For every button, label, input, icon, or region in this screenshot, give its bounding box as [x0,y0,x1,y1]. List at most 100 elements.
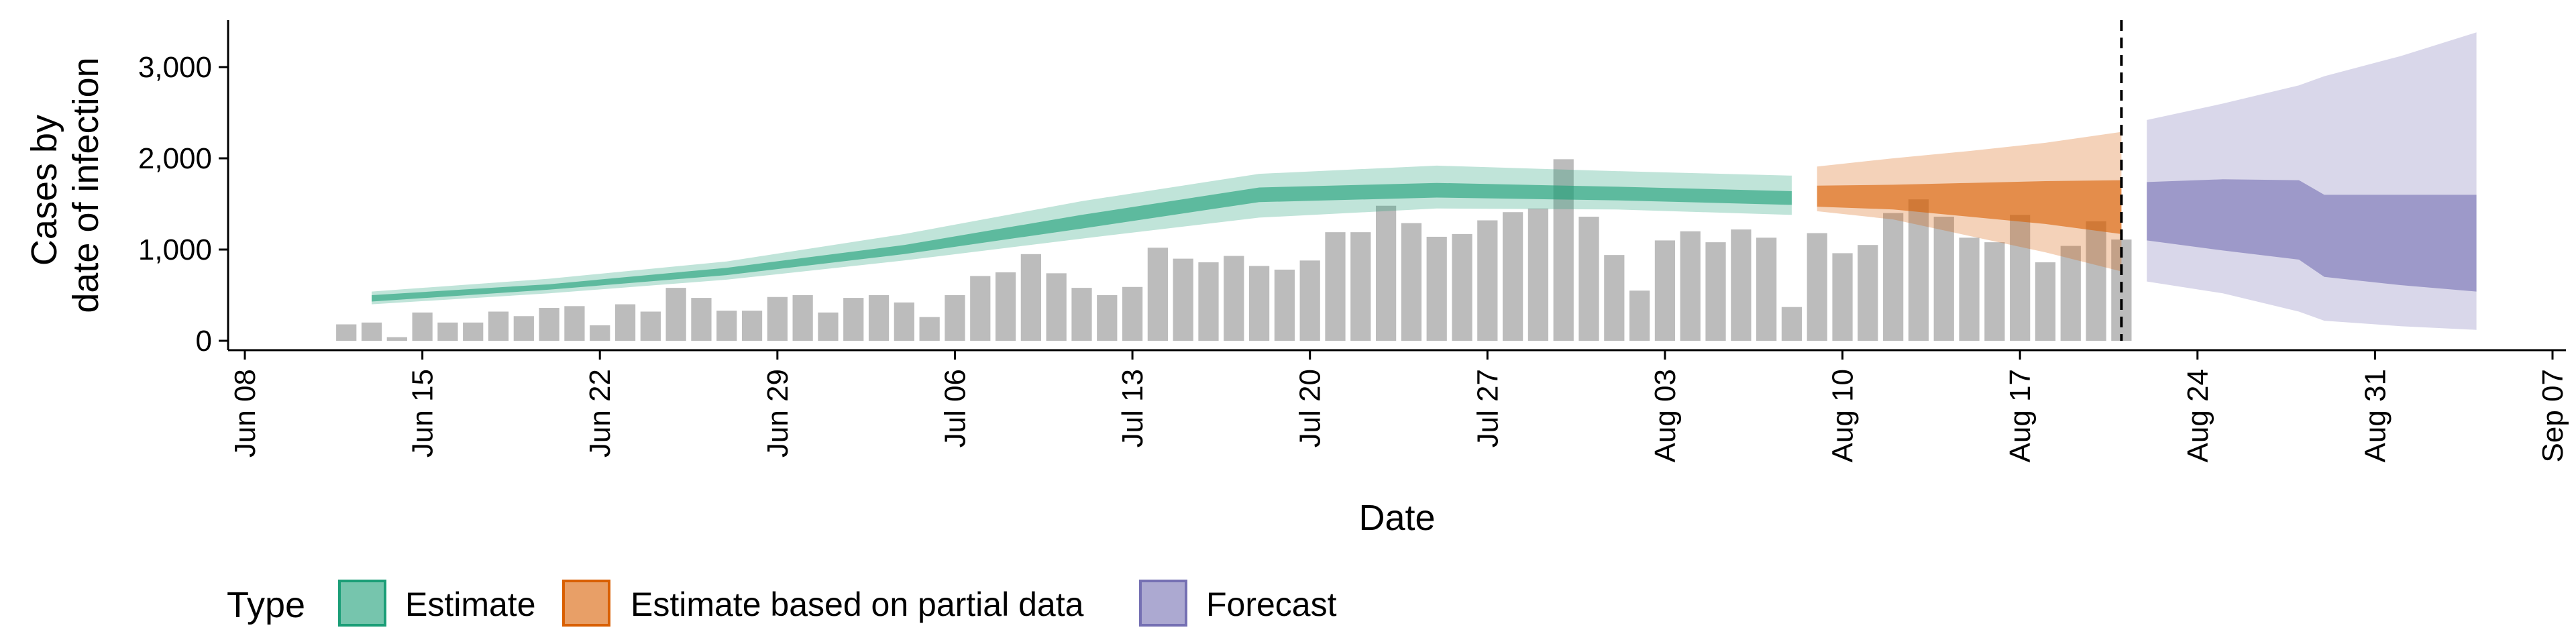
data-bar [1654,240,1676,341]
data-bar [868,295,890,341]
data-bar [1173,258,1193,341]
data-bar [590,325,610,341]
data-bar [691,298,712,341]
data-bar [412,312,433,341]
x-tick-label: Jun 22 [584,369,616,458]
y-tick-label: 1,000 [138,233,212,266]
data-bar [513,316,534,341]
data-bar [945,295,965,341]
y-axis-title-line-1: Cases by [24,115,64,266]
legend-label-forecast: Forecast [1206,586,1337,623]
data-bar [1959,237,1980,341]
legend-items: Estimate Estimate based on partial data Fo… [338,580,1337,627]
data-bar [1375,205,1397,341]
data-bar [2060,246,2081,341]
data-bar [1477,220,1498,341]
legend-key-forecast [1139,580,1187,627]
data-bar [1858,245,1878,341]
data-bar [665,288,686,341]
y-axis-title: Cases by date of infection [24,57,106,313]
data-bar [1984,242,2005,341]
x-tick-label: Aug 10 [1827,369,1860,462]
data-bar [1071,288,1092,341]
data-bar [919,317,940,341]
data-bar [336,324,357,341]
data-bar [1248,266,1270,341]
data-bar [1274,269,1295,341]
x-tick-label: Jul 13 [1116,369,1149,447]
x-tick-label: Jun 08 [229,369,262,458]
data-bar [1756,237,1777,341]
data-bar [2035,262,2056,341]
data-bar [2086,221,2106,341]
estimate-50-band [372,182,1792,302]
data-bar [843,298,864,341]
data-bar [1502,212,1523,341]
x-tick-label: Sep 07 [2536,369,2569,462]
ribbons-layer [372,32,2477,330]
data-bar [539,308,559,341]
data-bar [1680,231,1701,341]
data-bar [1046,273,1067,341]
x-tick-label: Jun 29 [761,369,794,458]
x-axis-ticks: Jun 08 Jun 15 Jun 22 Jun 29 Jul 06 Jul 13 Jul … [229,350,2569,462]
data-bar [1883,213,1904,341]
data-bar [1122,286,1143,341]
data-bar [995,272,1016,341]
data-bar [1325,232,1346,341]
data-bar [1452,233,1472,341]
x-axis-title: Date [1358,498,1435,538]
data-bar [1527,208,1549,341]
x-tick-label: Jun 15 [407,369,439,458]
data-bar [564,306,585,341]
data-bar [1578,217,1599,341]
data-bar [1731,229,1752,341]
data-bar [2010,215,2031,341]
legend-key-estimate [338,580,386,627]
data-bar [361,322,382,341]
data-bar [716,311,737,341]
data-bar [741,311,763,341]
data-bar [1401,223,1422,341]
data-bar [894,302,914,341]
data-bar [1908,199,1929,341]
axes: 0 1,000 2,000 3,000 Jun 08 Jun 15 Jun 22 Jun 2… [138,20,2569,462]
data-bar [818,312,839,341]
x-tick-label: Jul 06 [938,369,971,447]
y-axis-title-line-2: date of infection [66,57,106,313]
legend-label-estimate-based-on-partial-data: Estimate based on partial data [631,586,1084,623]
data-bar [1020,254,1041,341]
data-bar [1147,248,1168,341]
data-bar [1629,290,1650,341]
data-bar [1350,232,1371,341]
data-bar [463,322,484,341]
data-bar [437,322,458,341]
x-tick-label: Aug 17 [2004,369,2037,462]
legend-key-estimate-based-on-partial-data [562,580,610,627]
data-bar [614,304,636,341]
data-bar [1426,236,1447,341]
x-tick-label: Aug 24 [2182,369,2214,462]
data-bar [1705,242,1726,341]
data-bar [386,337,407,341]
x-tick-label: Aug 31 [2359,369,2392,462]
forecast-50-band [2147,179,2477,292]
data-bar [792,295,813,341]
x-tick-label: Aug 03 [1649,369,1682,462]
data-bar [970,276,991,341]
data-bar [640,311,661,341]
data-bar [1299,260,1320,341]
data-bar [488,311,509,341]
data-bar [1604,255,1625,341]
legend-label-estimate: Estimate [405,586,536,623]
bars-layer [336,159,2132,341]
data-bar [1097,295,1118,341]
data-bar [1198,262,1219,341]
legend-title: Type [227,585,305,625]
data-bar [1807,233,1827,341]
data-bar [1224,256,1244,341]
data-bar [767,297,788,341]
data-bar [1781,307,1803,341]
estimate-based-on-partial-data-50-band [1817,180,2122,234]
